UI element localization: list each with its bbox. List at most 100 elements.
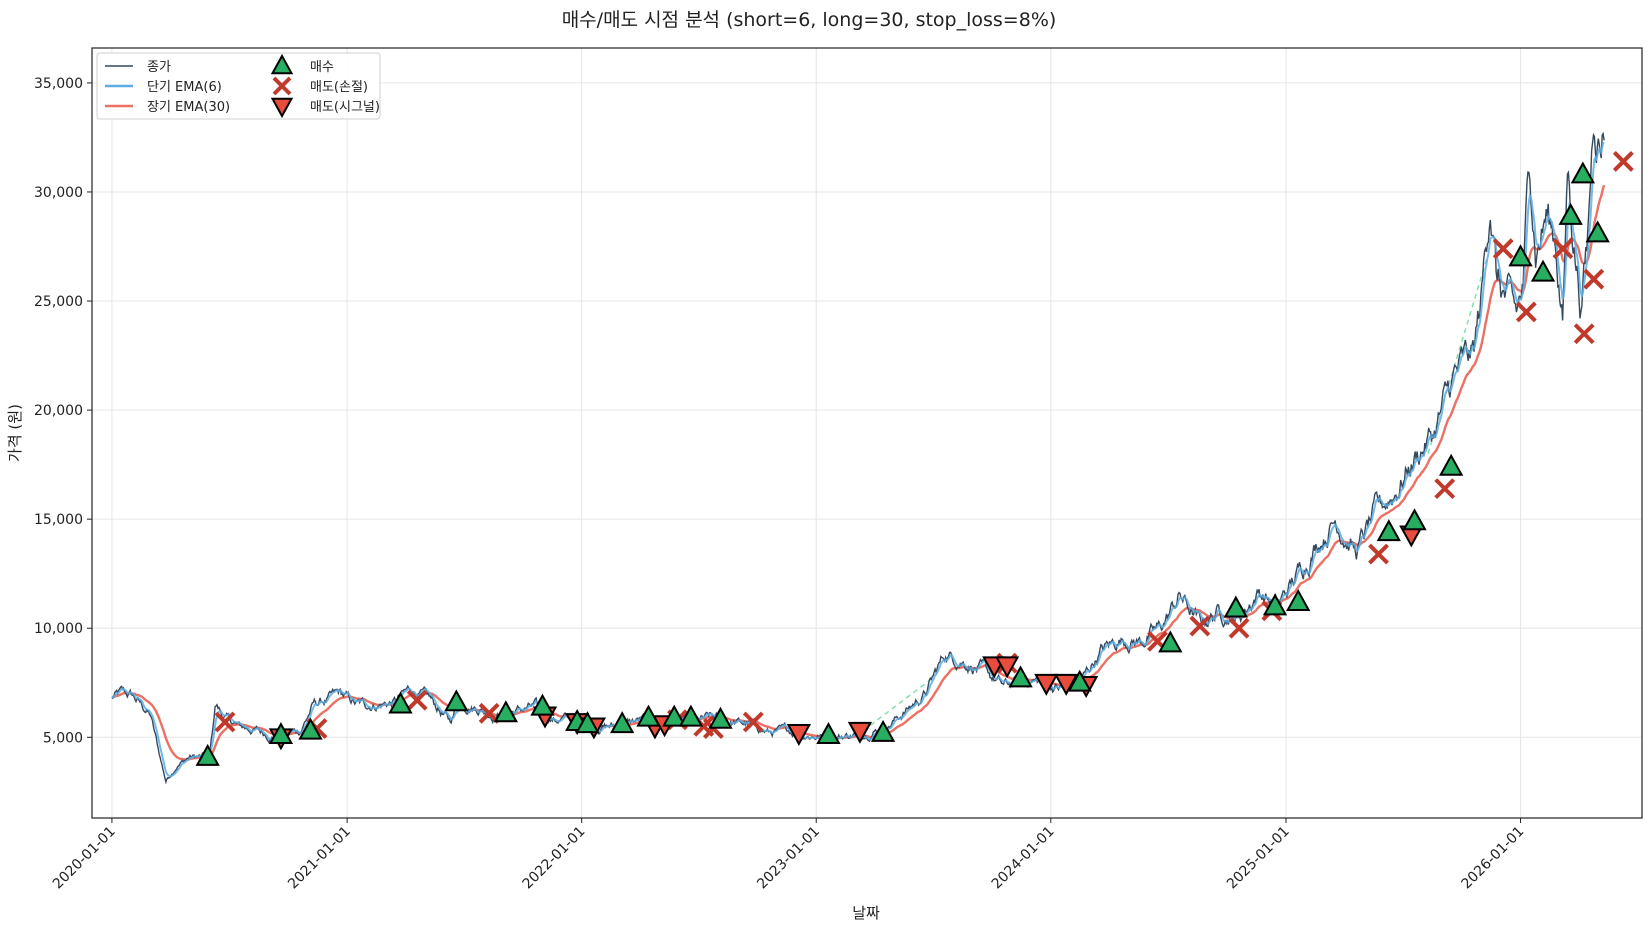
buy-marker bbox=[1530, 259, 1556, 282]
y-tick-label: 5,000 bbox=[43, 730, 83, 746]
series-long-ema bbox=[111, 184, 1606, 761]
buy-marker bbox=[816, 722, 841, 745]
legend-item-close: 종가 bbox=[105, 60, 171, 75]
x-axis-label: 날짜 bbox=[852, 904, 880, 922]
sell-stop-marker bbox=[1434, 478, 1456, 500]
buy-marker bbox=[662, 704, 687, 727]
holding-dash bbox=[862, 675, 936, 732]
x-tick-label: 2025-01-01 bbox=[1224, 824, 1293, 893]
buy-marker bbox=[610, 711, 635, 734]
sell-stop-marker bbox=[1515, 301, 1537, 323]
x-stroke bbox=[1573, 323, 1595, 345]
x-stroke bbox=[1434, 478, 1456, 500]
legend-swatch bbox=[270, 97, 294, 119]
x-stroke bbox=[272, 76, 292, 96]
sell-signal-marker bbox=[1034, 673, 1059, 696]
sell-stop-marker bbox=[1583, 268, 1605, 290]
legend-item-sell_stop: 매도(손절) bbox=[272, 76, 368, 96]
legend-label: 매도(손절) bbox=[310, 80, 368, 95]
y-tick-label: 30,000 bbox=[34, 185, 83, 201]
x-tick-label: 2020-01-01 bbox=[50, 824, 119, 893]
legend-item-long_ema: 장기 EMA(30) bbox=[105, 100, 230, 115]
y-tick-label: 15,000 bbox=[34, 512, 83, 528]
legend-label: 매수 bbox=[310, 60, 334, 75]
x-stroke bbox=[406, 689, 428, 711]
chart-title: 매수/매도 시점 분석 (short=6, long=30, stop_loss… bbox=[562, 9, 1057, 31]
x-tick-label: 2026-01-01 bbox=[1459, 824, 1528, 893]
sell-stop-marker bbox=[1492, 238, 1514, 260]
sell-stop-marker bbox=[1228, 617, 1250, 639]
buy-marker bbox=[530, 693, 555, 716]
buy-marker bbox=[1067, 669, 1092, 692]
x-stroke bbox=[1147, 630, 1168, 652]
x-stroke bbox=[1515, 301, 1537, 323]
x-stroke bbox=[1583, 268, 1605, 290]
buy-marker bbox=[1286, 588, 1311, 611]
buy-marker bbox=[1223, 595, 1249, 618]
buy-marker bbox=[1376, 519, 1401, 542]
sell-stop-marker bbox=[1612, 151, 1634, 172]
buy-marker bbox=[575, 711, 600, 734]
legend-item-sell_signal: 매도(시그널) bbox=[270, 97, 380, 119]
x-stroke bbox=[1189, 615, 1211, 637]
buy-marker bbox=[1570, 161, 1596, 184]
sell-stop-marker bbox=[1573, 323, 1595, 345]
plot-frame bbox=[91, 47, 1643, 819]
buy-marker bbox=[1402, 508, 1427, 531]
buy-marker bbox=[870, 719, 896, 742]
x-stroke bbox=[478, 702, 500, 724]
x-stroke bbox=[1492, 238, 1514, 260]
y-tick-label: 10,000 bbox=[34, 621, 83, 637]
buy-marker bbox=[268, 722, 294, 745]
legend-label: 단기 EMA(6) bbox=[147, 80, 222, 95]
x-tick-label: 2024-01-01 bbox=[989, 824, 1058, 893]
x-stroke bbox=[693, 715, 715, 737]
legend-label: 종가 bbox=[147, 60, 171, 75]
x-stroke bbox=[214, 711, 236, 733]
legend-item-short_ema: 단기 EMA(6) bbox=[105, 80, 222, 95]
sell-signal-marker bbox=[786, 724, 812, 746]
x-tick-label: 2023-01-01 bbox=[754, 824, 823, 893]
buy-marker bbox=[636, 704, 661, 727]
buy-marker bbox=[1508, 244, 1533, 267]
sell-stop-marker bbox=[1189, 615, 1211, 637]
sell-stop-marker bbox=[1368, 543, 1389, 565]
buy-marker bbox=[298, 717, 323, 740]
plot-area bbox=[111, 131, 1634, 785]
buy-marker bbox=[444, 689, 469, 712]
buy-marker bbox=[493, 700, 518, 723]
y-tick-label: 25,000 bbox=[34, 294, 83, 310]
y-tick-label: 20,000 bbox=[34, 403, 83, 419]
y-axis: 5,000 10,000 15,000 20,000 25,000 30,000 35,00… bbox=[34, 76, 92, 746]
buy-marker bbox=[1158, 630, 1183, 653]
sell-signal-marker bbox=[1054, 673, 1079, 696]
x-stroke bbox=[742, 711, 764, 733]
y-tick-label: 35,000 bbox=[34, 76, 83, 92]
x-stroke bbox=[1368, 543, 1389, 565]
sell-signal-marker bbox=[994, 656, 1020, 679]
y-axis-label: 가격 (원) bbox=[6, 404, 24, 462]
buy-marker bbox=[708, 706, 733, 729]
legend-item-buy: 매수 bbox=[270, 53, 334, 75]
sell-stop-marker bbox=[742, 711, 764, 733]
x-stroke bbox=[1228, 617, 1250, 639]
buy-marker bbox=[1558, 202, 1583, 225]
x-tick-label: 2021-01-01 bbox=[285, 824, 354, 893]
x-stroke bbox=[1552, 238, 1574, 260]
sell-stop-marker bbox=[214, 711, 236, 733]
buy-marker bbox=[1262, 593, 1288, 616]
legend-box bbox=[96, 52, 381, 120]
x-tick-label: 2022-01-01 bbox=[520, 824, 589, 893]
grid bbox=[92, 48, 1642, 818]
sell-signal-marker bbox=[847, 721, 873, 744]
buy-marker bbox=[195, 743, 220, 766]
buy-marker bbox=[1438, 453, 1464, 476]
legend-label: 장기 EMA(30) bbox=[147, 100, 230, 115]
legend-swatch bbox=[270, 53, 294, 75]
sell-stop-marker bbox=[1552, 238, 1574, 260]
legend-swatch bbox=[272, 76, 292, 96]
buy-marker bbox=[388, 691, 413, 714]
holding-dash bbox=[1427, 257, 1488, 454]
